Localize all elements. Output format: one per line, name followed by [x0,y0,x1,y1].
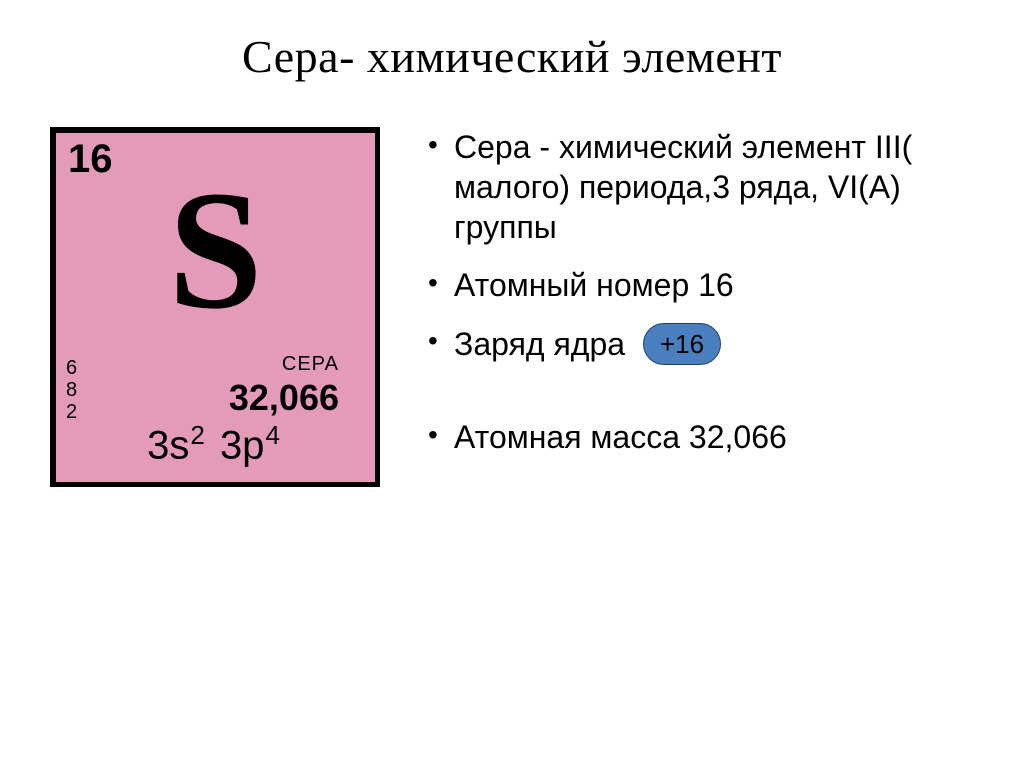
charge-row: Заряд ядра +16 [454,323,974,365]
slide: Сера- химический элемент 16 S 6 8 2 СЕРА… [0,0,1024,767]
config-a-sup: 2 [190,420,204,450]
element-name: СЕРА [282,353,339,376]
electron-configuration: 3s2 3p4 [56,420,375,468]
element-tile: 16 S 6 8 2 СЕРА 32,066 3s2 3p4 [50,127,380,487]
bullet-spacer [420,383,974,417]
bullet-item-3: Заряд ядра +16 [420,323,974,365]
electron-shells: 6 8 2 [66,357,77,423]
slide-title: Сера- химический элемент [50,30,974,83]
content-row: 16 S 6 8 2 СЕРА 32,066 3s2 3p4 Сера - хи… [50,127,974,487]
config-b-sup: 4 [265,420,279,450]
config-a: 3s [147,423,189,467]
bullet-item-1: Сера - химический элемент III( малого) п… [420,127,974,247]
charge-label: Заряд ядра [454,324,625,364]
bullet-list: Сера - химический элемент III( малого) п… [420,127,974,475]
shell-1: 6 [66,357,77,379]
element-symbol: S [56,165,375,335]
bullet-item-2: Атомный номер 16 [420,265,974,305]
config-b: 3p [220,423,265,467]
bullet-item-4: Атомная масса 32,066 [420,417,974,457]
charge-badge: +16 [643,323,721,365]
atomic-mass: 32,066 [229,377,339,419]
shell-2: 8 [66,379,77,401]
